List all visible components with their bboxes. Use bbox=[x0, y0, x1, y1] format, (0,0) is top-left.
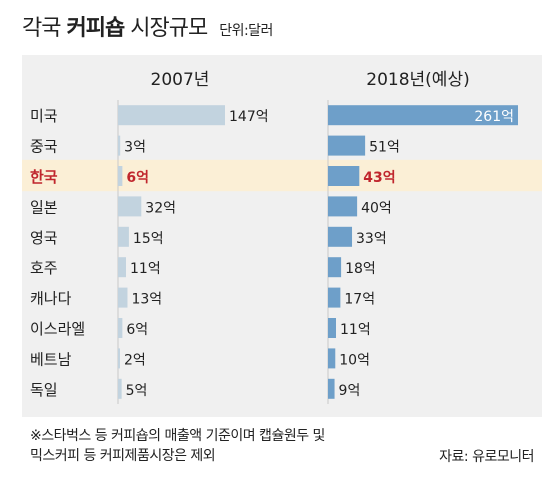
bar-2018 bbox=[328, 287, 341, 308]
bar-2018 bbox=[328, 166, 360, 186]
value-label-2018: 9억 bbox=[339, 383, 361, 399]
category-label: 베트남 bbox=[30, 350, 72, 368]
footnote-line: 믹스커피 등 커피제품시장은 제외 bbox=[30, 448, 216, 464]
bar-2007 bbox=[118, 348, 120, 369]
highlight-row-band bbox=[22, 159, 542, 192]
value-label-2007: 11억 bbox=[130, 261, 161, 277]
series-header-2007: 2007년 bbox=[151, 70, 210, 90]
value-label-2007: 3억 bbox=[124, 140, 146, 156]
category-label: 한국 bbox=[30, 168, 58, 186]
bar-2018 bbox=[328, 257, 342, 278]
bar-2018 bbox=[328, 196, 358, 217]
category-label: 호주 bbox=[30, 259, 58, 277]
chart-title: 각국 커피숍 시장규모 단위:달러 bbox=[22, 10, 273, 42]
bar-2007 bbox=[118, 378, 122, 399]
value-label-2018: 18억 bbox=[345, 261, 376, 277]
title-suffix: 시장규모 bbox=[130, 16, 208, 41]
bar-2018 bbox=[328, 135, 366, 156]
value-label-2018: 33억 bbox=[356, 231, 387, 247]
bar-2007 bbox=[118, 318, 123, 338]
value-label-2018: 10억 bbox=[339, 352, 370, 368]
bar-2007 bbox=[118, 226, 129, 247]
value-label-2007: 147억 bbox=[229, 109, 269, 125]
title-highlight: 커피숍 bbox=[66, 16, 125, 41]
bar-2018 bbox=[328, 318, 337, 338]
value-label-2007: 32억 bbox=[145, 200, 176, 216]
category-label: 일본 bbox=[30, 198, 58, 216]
bar-2007 bbox=[118, 287, 128, 308]
category-label: 캐나다 bbox=[30, 290, 72, 308]
value-label-2007: 15억 bbox=[133, 231, 164, 247]
value-label-2018: 43억 bbox=[363, 170, 395, 186]
category-label: 중국 bbox=[30, 138, 58, 156]
value-label-2007: 5억 bbox=[126, 383, 148, 399]
bar-2018 bbox=[328, 348, 336, 369]
footnote-line: ※스타벅스 등 커피숍의 매출액 기준이며 캡슐원두 및 bbox=[30, 428, 325, 444]
value-label-2018: 11억 bbox=[340, 322, 371, 338]
value-label-2007: 6억 bbox=[126, 322, 148, 338]
value-label-2018: 51억 bbox=[369, 140, 400, 156]
unit-label: 단위:달러 bbox=[219, 23, 273, 39]
category-label: 영국 bbox=[30, 229, 58, 247]
category-label: 이스라엘 bbox=[30, 320, 85, 338]
category-label: 독일 bbox=[30, 381, 58, 399]
value-label-2007: 13억 bbox=[131, 292, 162, 308]
value-label-2018: 17억 bbox=[344, 292, 375, 308]
value-label-2007: 2억 bbox=[124, 352, 146, 368]
bar-2007 bbox=[118, 105, 226, 126]
bar-2007 bbox=[118, 196, 142, 217]
bar-2018 bbox=[328, 378, 335, 399]
bar-2007 bbox=[118, 166, 123, 186]
bar-2018 bbox=[328, 105, 518, 126]
source-label: 자료: 유로모니터 bbox=[439, 449, 534, 465]
bar-2007 bbox=[118, 257, 127, 278]
bar-2018 bbox=[328, 226, 353, 247]
footnote: ※스타벅스 등 커피숍의 매출액 기준이며 캡슐원두 및 믹스커피 등 커피제품… bbox=[30, 426, 325, 466]
value-label-2007: 6억 bbox=[126, 170, 149, 186]
bar-2007 bbox=[118, 135, 121, 156]
value-label-2018: 261억 bbox=[474, 109, 514, 125]
value-label-2018: 40억 bbox=[361, 200, 392, 216]
title-prefix: 각국 bbox=[22, 16, 61, 41]
category-label: 미국 bbox=[30, 107, 58, 125]
series-header-2018: 2018년(예상) bbox=[366, 70, 469, 90]
